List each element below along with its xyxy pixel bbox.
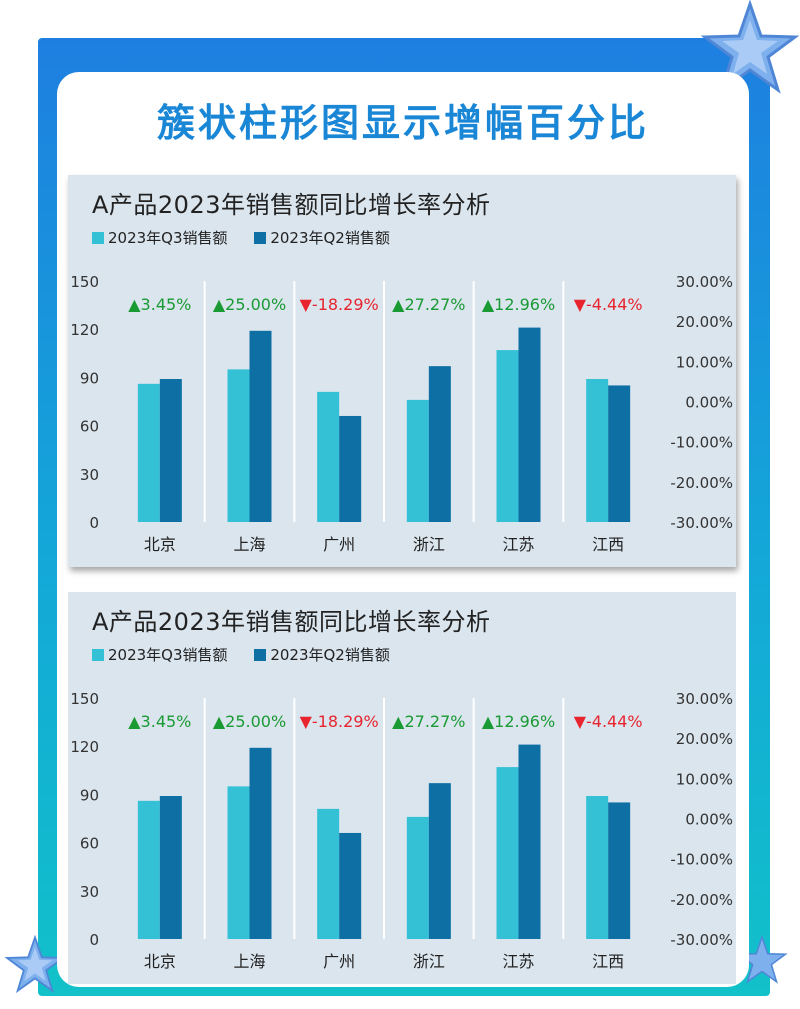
legend-item-q3: 2023年Q3销售额: [92, 644, 228, 665]
growth-data-label: ▲25.00%: [213, 295, 286, 314]
y2-axis-tick-label: -10.00%: [670, 434, 733, 452]
y-axis-tick-label: 60: [80, 418, 99, 436]
y2-axis-tick-label: -30.00%: [670, 931, 733, 949]
x-axis-tick-label: 上海: [233, 535, 265, 554]
growth-data-label: ▲27.27%: [392, 295, 465, 314]
legend-swatch-q2: [254, 231, 267, 244]
star-decoration-icon: [4, 935, 66, 994]
y2-axis-tick-label: 10.00%: [676, 353, 733, 371]
x-axis-tick-label: 江西: [592, 535, 624, 554]
bar-q3: [586, 379, 609, 522]
x-axis-tick-label: 江苏: [502, 952, 534, 971]
bar-q3: [137, 383, 160, 522]
y-axis-tick-label: 90: [80, 786, 99, 804]
bar-q3: [317, 391, 340, 522]
bar-q3: [586, 796, 609, 939]
y-axis-tick-label: 30: [80, 883, 99, 901]
bar-q3: [496, 350, 519, 522]
bar-q2: [249, 330, 272, 522]
bar-q3: [317, 808, 340, 939]
x-axis-tick-label: 江苏: [502, 535, 534, 554]
chart-card-2: 150 120 90 60 30 0 30.00% 20.00% 10.00% 0.00% -10.…: [68, 592, 736, 984]
legend-label-q3: 2023年Q3销售额: [108, 646, 228, 664]
y2-axis-tick-label: 0.00%: [685, 394, 733, 412]
bar-q3: [227, 369, 250, 522]
y-axis-tick-label: 30: [80, 466, 99, 484]
chart-card-1: 150 120 90 60 30 0 30.00% 20.00% 10.00% 0.00% -10.…: [68, 175, 736, 567]
y2-axis-tick-label: -10.00%: [670, 851, 733, 869]
x-axis-tick-label: 广州: [323, 535, 355, 554]
y-axis-tick-label: 150: [70, 690, 99, 708]
page-title: 簇状柱形图显示增幅百分比: [156, 101, 649, 145]
legend-swatch-q3: [92, 231, 104, 244]
growth-data-label: ▲25.00%: [213, 712, 286, 731]
chart-legend: 2023年Q3销售额 2023年Q2销售额: [92, 227, 412, 248]
y-axis-tick-label: 60: [80, 835, 99, 853]
legend-label-q2: 2023年Q2销售额: [270, 229, 390, 247]
legend-label-q3: 2023年Q3销售额: [108, 229, 228, 247]
growth-data-label: ▼-4.44%: [574, 712, 643, 731]
chart-plot-1: 150 120 90 60 30 0 30.00% 20.00% 10.00% 0.00% -10.…: [70, 273, 733, 554]
bar-q3: [406, 816, 429, 939]
chart-title: A产品2023年销售额同比增长率分析: [92, 608, 491, 636]
chart-title: A产品2023年销售额同比增长率分析: [92, 191, 491, 219]
bar-q2: [608, 385, 631, 522]
bar-q2: [428, 783, 451, 939]
x-axis-tick-label: 北京: [144, 535, 176, 554]
bar-q2: [159, 379, 182, 522]
y2-axis-tick-label: -30.00%: [670, 514, 733, 532]
growth-data-label: ▲12.96%: [482, 295, 555, 314]
bar-q3: [137, 800, 160, 939]
growth-data-label: ▼-4.44%: [574, 295, 643, 314]
growth-data-label: ▲27.27%: [392, 712, 465, 731]
growth-data-label: ▼-18.29%: [300, 712, 379, 731]
y2-axis-tick-label: 30.00%: [676, 273, 733, 291]
y2-axis-tick-label: 10.00%: [676, 770, 733, 788]
growth-data-label: ▲12.96%: [482, 712, 555, 731]
y-axis-tick-label: 0: [89, 931, 99, 949]
chart-plot-2: 150 120 90 60 30 0 30.00% 20.00% 10.00% 0.00% -10.…: [70, 690, 733, 971]
y-axis-tick-label: 90: [80, 369, 99, 387]
bar-q3: [496, 767, 519, 939]
bar-q2: [159, 796, 182, 939]
y2-axis-tick-label: 30.00%: [676, 690, 733, 708]
x-axis-tick-label: 北京: [144, 952, 176, 971]
growth-data-label: ▲3.45%: [128, 712, 191, 731]
y2-axis-tick-label: 0.00%: [685, 811, 733, 829]
y2-axis-tick-label: 20.00%: [676, 730, 733, 748]
growth-data-label: ▲3.45%: [128, 295, 191, 314]
bar-q2: [518, 327, 541, 522]
legend-item-q3: 2023年Q3销售额: [92, 227, 228, 248]
y2-axis-tick-label: 20.00%: [676, 313, 733, 331]
x-axis-tick-label: 浙江: [413, 535, 445, 554]
x-axis-tick-label: 上海: [233, 952, 265, 971]
bar-q3: [227, 786, 250, 939]
chart-legend: 2023年Q3销售额 2023年Q2销售额: [92, 644, 412, 665]
bar-q2: [339, 832, 362, 939]
y-axis-tick-label: 120: [70, 321, 99, 339]
x-axis-tick-label: 江西: [592, 952, 624, 971]
growth-data-label: ▼-18.29%: [300, 295, 379, 314]
legend-swatch-q2: [254, 648, 267, 661]
bar-q2: [339, 415, 362, 522]
legend-label-q2: 2023年Q2销售额: [270, 646, 390, 664]
bar-q2: [249, 747, 272, 939]
bar-q2: [608, 802, 631, 939]
bar-q2: [428, 366, 451, 522]
bar-q3: [406, 399, 429, 522]
bar-q2: [518, 744, 541, 939]
star-decoration-icon: [700, 0, 800, 94]
y-axis-tick-label: 120: [70, 738, 99, 756]
x-axis-tick-label: 广州: [323, 952, 355, 971]
y-axis-tick-label: 150: [70, 273, 99, 291]
y-axis-tick-label: 0: [89, 514, 99, 532]
x-axis-tick-label: 浙江: [413, 952, 445, 971]
legend-item-q2: 2023年Q2销售额: [254, 644, 390, 665]
y2-axis-tick-label: -20.00%: [670, 891, 733, 909]
legend-item-q2: 2023年Q2销售额: [254, 227, 390, 248]
legend-swatch-q3: [92, 648, 104, 661]
y2-axis-tick-label: -20.00%: [670, 474, 733, 492]
